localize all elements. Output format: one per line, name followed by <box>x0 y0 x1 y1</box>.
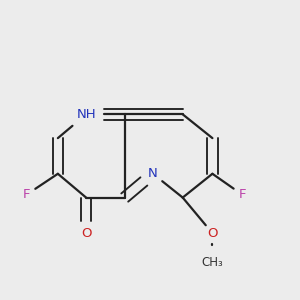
Text: F: F <box>238 188 246 201</box>
Text: CH₃: CH₃ <box>202 256 223 269</box>
Text: O: O <box>81 227 91 240</box>
Text: NH: NH <box>76 108 96 121</box>
Text: O: O <box>207 227 218 240</box>
Text: F: F <box>23 188 30 201</box>
Text: N: N <box>148 167 158 180</box>
